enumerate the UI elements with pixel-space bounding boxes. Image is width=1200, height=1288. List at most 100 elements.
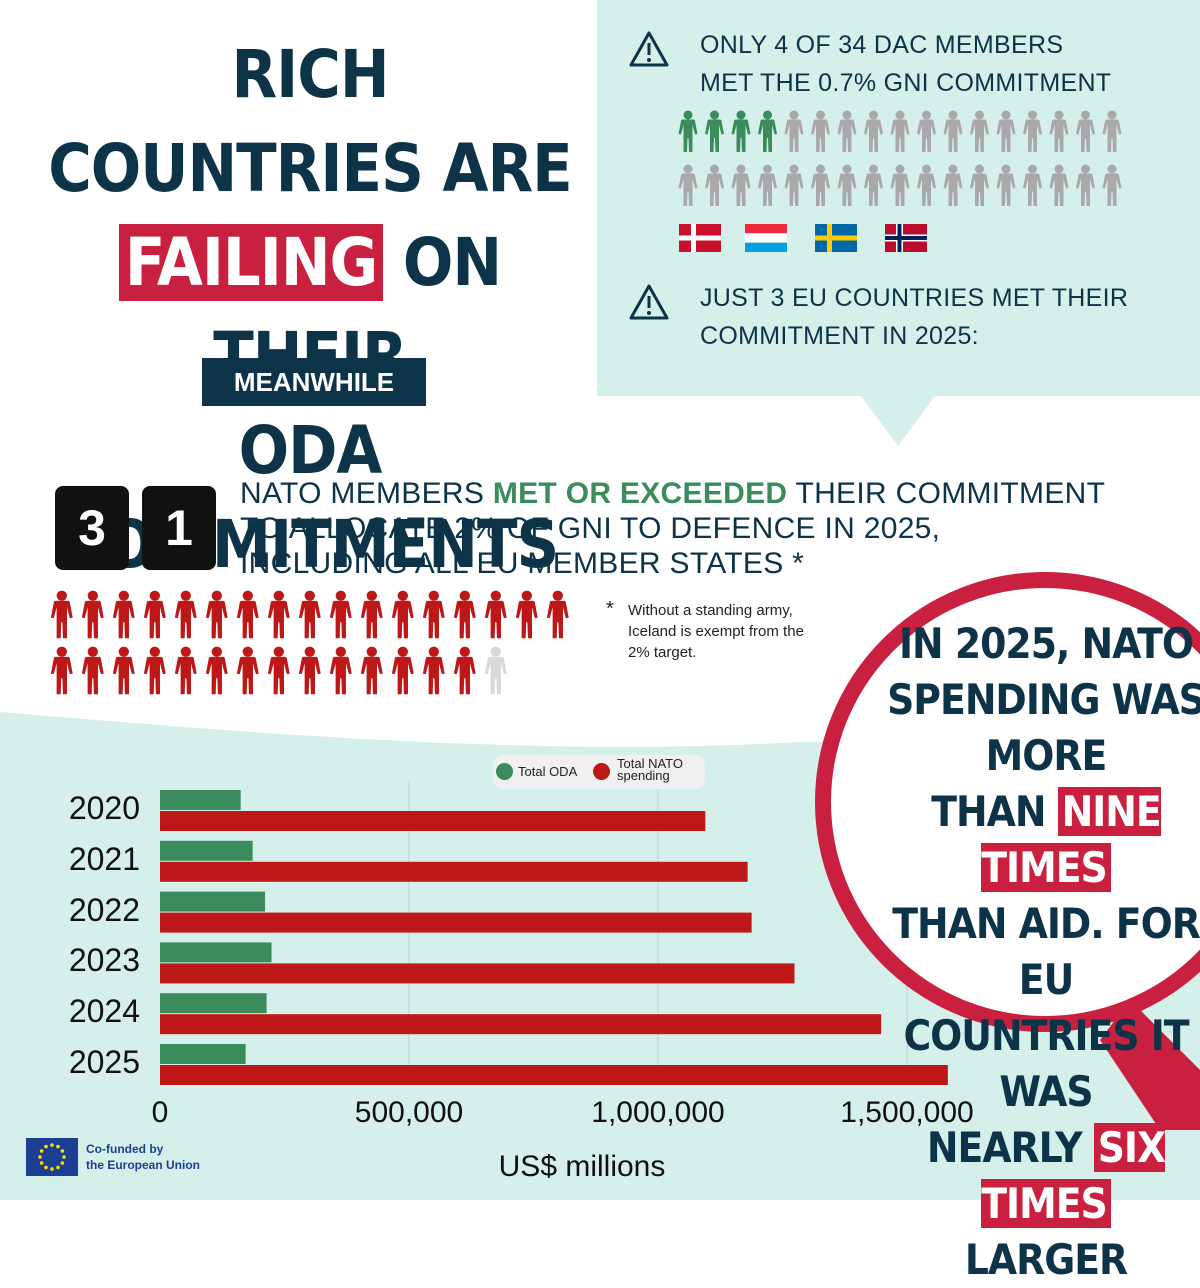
oda-bar bbox=[160, 891, 266, 912]
eu-cofunded-text: Co-funded by the European Union bbox=[86, 1141, 200, 1173]
person-icon bbox=[267, 646, 290, 695]
dac-panel bbox=[597, 0, 1200, 446]
legend-oda-swatch bbox=[496, 763, 513, 780]
failing-highlight: FAILING bbox=[118, 224, 384, 301]
person-icon bbox=[112, 590, 135, 639]
year-label: 2020 bbox=[68, 790, 140, 826]
x-tick-label: 0 bbox=[151, 1096, 169, 1129]
eu-star bbox=[60, 1149, 65, 1153]
nato-pictogram bbox=[50, 590, 569, 695]
footnote-star: * bbox=[606, 598, 614, 620]
warning-icon bbox=[629, 284, 669, 320]
person-icon bbox=[422, 590, 445, 639]
nato-line-2: TO ALLOCATE 2% OF GNI TO DEFENCE IN 2025… bbox=[240, 512, 941, 545]
person-icon bbox=[484, 590, 507, 639]
person-icon bbox=[515, 590, 538, 639]
eu-star bbox=[44, 1165, 48, 1170]
person-icon bbox=[205, 646, 228, 695]
person-icon bbox=[112, 646, 135, 695]
person-icon bbox=[996, 110, 1016, 152]
magnifier-statement: IN 2025, NATO SPENDING WAS MORE THAN NIN… bbox=[872, 616, 1200, 1288]
eu-star bbox=[39, 1149, 44, 1153]
eu-line-1: Co-funded by bbox=[86, 1142, 164, 1156]
nato-bar bbox=[160, 912, 752, 933]
person-icon bbox=[391, 646, 414, 695]
person-icon bbox=[1023, 110, 1042, 152]
person-icon bbox=[143, 646, 166, 695]
oda-bar bbox=[160, 993, 267, 1014]
person-icon bbox=[329, 646, 352, 695]
mag-line-2: SPENDING WAS MORE bbox=[887, 675, 1200, 780]
eu-star bbox=[60, 1161, 65, 1165]
person-icon bbox=[784, 164, 804, 206]
person-icon bbox=[484, 646, 507, 695]
x-tick-label: 500,000 bbox=[354, 1096, 464, 1129]
person-icon bbox=[174, 646, 197, 695]
person-icon bbox=[360, 646, 383, 695]
person-icon bbox=[996, 164, 1016, 206]
eu-line-2: the European Union bbox=[86, 1158, 200, 1172]
year-label: 2021 bbox=[68, 840, 140, 877]
title-line-2: FAILING ON THEIR bbox=[40, 216, 580, 404]
count-digit-2: 1 bbox=[142, 486, 216, 570]
dac-heading-line-2: MET THE 0.7% GNI COMMITMENT bbox=[700, 69, 1112, 97]
mag-line-7: LARGER bbox=[964, 1235, 1128, 1284]
nato-bar bbox=[160, 861, 748, 882]
norway-flag bbox=[885, 224, 927, 252]
person-icon bbox=[837, 110, 857, 152]
person-icon bbox=[1023, 164, 1042, 206]
nato-bar bbox=[160, 811, 706, 831]
mag-line-6: NEARLY SIX TIMES bbox=[872, 1120, 1200, 1232]
person-icon bbox=[864, 110, 883, 152]
person-icon bbox=[917, 164, 936, 206]
legend-nato-label: Total NATO spending bbox=[617, 756, 683, 783]
person-icon bbox=[391, 590, 414, 639]
person-icon bbox=[705, 164, 724, 206]
person-icon bbox=[50, 646, 73, 695]
year-label: 2022 bbox=[68, 891, 140, 928]
legend-nato-swatch bbox=[593, 763, 610, 780]
person-icon bbox=[970, 164, 989, 206]
denmark-flag bbox=[679, 224, 721, 252]
person-icon bbox=[970, 110, 989, 152]
person-icon bbox=[811, 164, 830, 206]
dac-heading: ONLY 4 OF 34 DAC MEMBERS MET THE 0.7% GN… bbox=[700, 26, 1111, 102]
eu-star bbox=[38, 1155, 42, 1159]
nato-bar bbox=[160, 963, 795, 984]
person-icon bbox=[943, 110, 963, 152]
eu-heading-line-2: COMMITMENT IN 2025: bbox=[700, 322, 979, 350]
person-icon bbox=[236, 646, 259, 695]
nato-statement: NATO MEMBERS MET OR EXCEEDED THEIR COMMI… bbox=[240, 476, 1140, 581]
person-icon bbox=[1102, 110, 1122, 152]
mag-line-4: THAN AID. FOR EU bbox=[892, 899, 1200, 1004]
x-axis-label: US$ millions bbox=[498, 1150, 666, 1183]
eu-star bbox=[39, 1161, 44, 1165]
person-icon bbox=[705, 110, 724, 152]
oda-bar bbox=[160, 790, 241, 810]
eu-star bbox=[56, 1165, 60, 1170]
person-icon bbox=[811, 110, 830, 152]
eu-heading-line-1: JUST 3 EU COUNTRIES MET THEIR bbox=[700, 284, 1129, 312]
mag-line-6-pre: NEARLY bbox=[926, 1123, 1094, 1172]
person-icon bbox=[1049, 164, 1069, 206]
person-icon bbox=[298, 590, 321, 639]
year-label: 2024 bbox=[68, 993, 140, 1030]
warning-icon bbox=[629, 31, 669, 67]
dac-pictogram bbox=[678, 110, 1122, 206]
x-tick-label: 1,000,000 bbox=[591, 1096, 725, 1129]
nato-line-3: INCLUDING ALL EU MEMBER STATES * bbox=[240, 547, 805, 580]
luxembourg-flag bbox=[745, 224, 787, 252]
person-icon bbox=[81, 646, 104, 695]
nato-line-1-post: THEIR COMMITMENT bbox=[787, 477, 1106, 510]
person-icon bbox=[174, 590, 197, 639]
person-icon bbox=[1102, 164, 1122, 206]
person-icon bbox=[236, 590, 259, 639]
person-icon bbox=[453, 590, 476, 639]
year-label: 2025 bbox=[68, 1044, 140, 1080]
person-icon bbox=[731, 110, 751, 152]
person-icon bbox=[205, 590, 228, 639]
eu-star bbox=[50, 1167, 54, 1171]
year-label: 2023 bbox=[68, 942, 140, 979]
mag-line-3: THAN NINE TIMES bbox=[872, 784, 1200, 896]
person-icon bbox=[784, 110, 804, 152]
